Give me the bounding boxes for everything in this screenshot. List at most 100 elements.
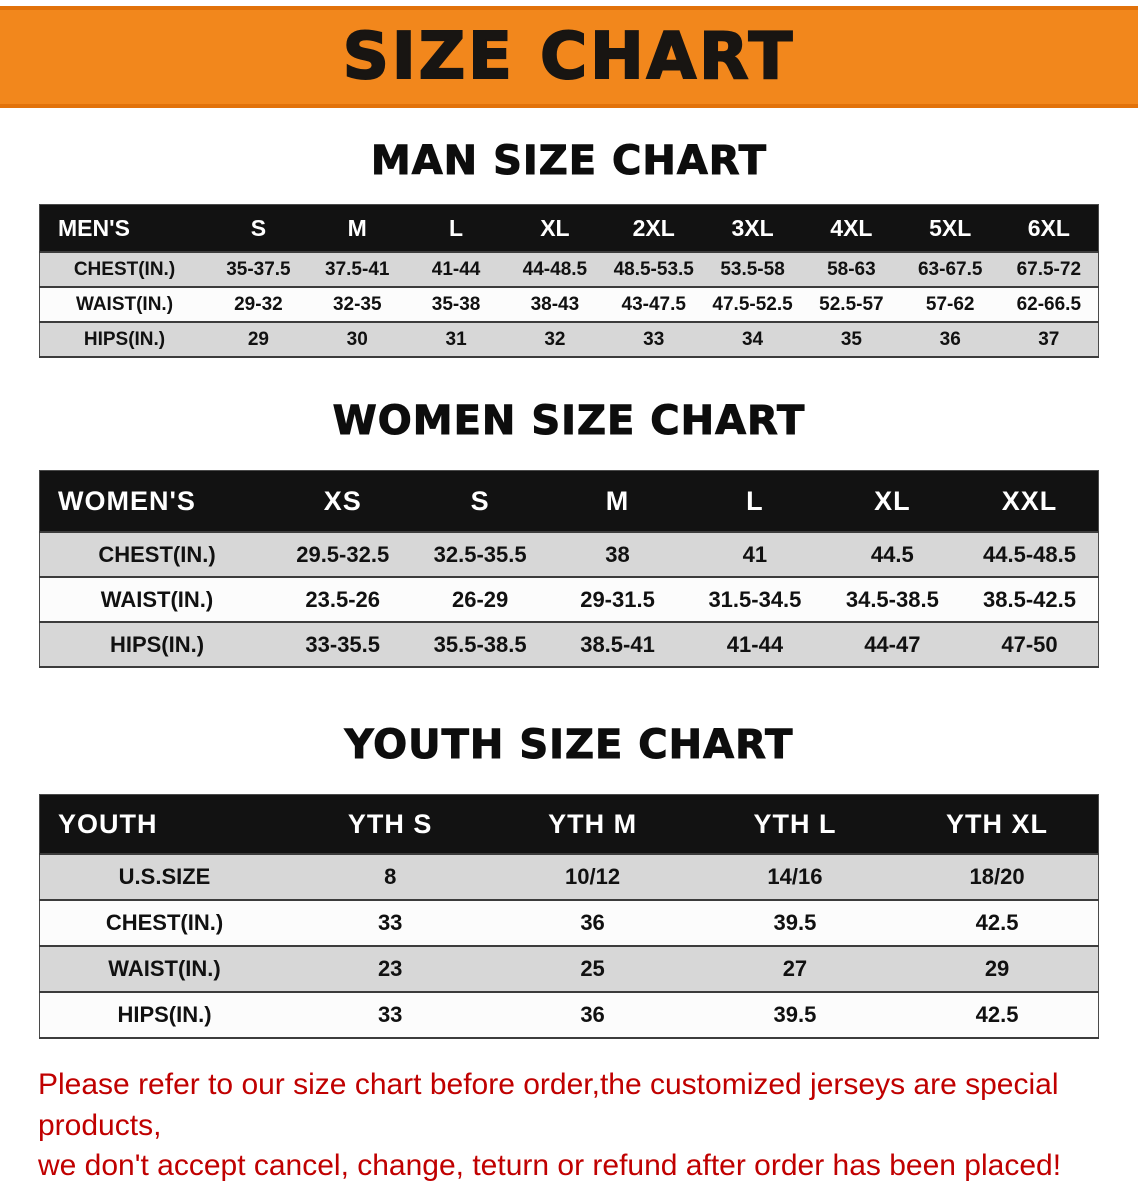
size-column-header: 5XL	[900, 204, 1000, 252]
size-value-cell: 47-50	[1001, 631, 1058, 657]
table-row: U.S.SIZE 8 10/12 14/16 18/20	[39, 854, 1099, 900]
size-value-cell: 48.5-53.5	[613, 258, 694, 280]
youth-size-table: YOUTH YTH S YTH M YTH L YTH XL U.S.SIZE 8 10/12…	[39, 794, 1099, 1039]
size-value-cell: 39.5	[773, 910, 817, 935]
size-value-cell: 32	[544, 328, 566, 350]
table-row: CHEST(IN.) 33 36 39.5 42.5	[39, 900, 1099, 946]
row-label: WAIST(IN.)	[108, 956, 221, 981]
size-value-cell: 31.5-34.5	[708, 586, 802, 612]
row-label: CHEST(IN.)	[98, 541, 216, 567]
size-column-header: 6XL	[999, 204, 1099, 252]
size-value-cell: 32-35	[332, 293, 382, 315]
size-value-cell: 8	[384, 864, 397, 889]
table-row: HIPS(IN.) 33-35.5 35.5-38.5 38.5-41 41-44 44-…	[39, 622, 1099, 667]
table-header-row: WOMEN'S XS S M L XL XXL	[39, 470, 1099, 532]
table-row: CHEST(IN.) 29.5-32.5 32.5-35.5 38 41 44.5 44.5…	[39, 532, 1099, 577]
size-value-cell: 42.5	[975, 1002, 1019, 1027]
size-value-cell: 67.5-72	[1016, 258, 1082, 280]
table-header-row: YOUTH YTH S YTH M YTH L YTH XL	[39, 794, 1099, 854]
table-header-row: MEN'S S M L XL 2XL 3XL 4XL 5XL 6XL	[39, 204, 1099, 252]
youth-size-chart-heading: YOUTH SIZE CHART	[344, 722, 794, 769]
note-line-1: Please refer to our size chart before or…	[38, 1068, 1059, 1142]
table-row: WAIST(IN.) 29-32 32-35 35-38 38-43 43-47.5 47.…	[39, 287, 1099, 322]
size-value-cell: 37.5-41	[325, 258, 390, 280]
size-value-cell: 44-48.5	[522, 258, 588, 280]
size-value-cell: 38-43	[530, 293, 580, 315]
size-value-cell: 23.5-26	[305, 586, 381, 612]
size-column-header: 2XL	[604, 204, 704, 252]
size-column-header: L	[686, 470, 824, 532]
size-value-cell: 52.5-57	[819, 293, 884, 315]
row-label: WAIST(IN.)	[75, 293, 174, 315]
size-value-cell: 58-63	[827, 258, 876, 280]
row-label: WAIST(IN.)	[100, 586, 214, 612]
banner: SIZE CHART	[0, 6, 1138, 108]
men-size-table: MEN'S S M L XL 2XL 3XL 4XL 5XL 6XL CHEST(IN.) 35-37…	[39, 204, 1099, 358]
size-value-cell: 38.5-42.5	[983, 586, 1076, 612]
size-value-cell: 33-35.5	[305, 631, 381, 657]
size-value-cell: 33	[377, 910, 403, 935]
row-label: CHEST(IN.)	[73, 258, 176, 280]
size-column-header: M	[548, 470, 687, 532]
size-value-cell: 35	[840, 328, 862, 350]
size-value-cell: 30	[346, 328, 368, 350]
table-row: HIPS(IN.) 33 36 39.5 42.5	[39, 992, 1099, 1038]
table-row: WAIST(IN.) 23.5-26 26-29 29-31.5 31.5-34.5 34…	[39, 577, 1099, 622]
size-value-cell: 44.5	[870, 541, 914, 567]
size-chart-page: SIZE CHART MAN SIZE CHART MEN'S S M L XL 2XL 3…	[0, 6, 1138, 1187]
size-value-cell: 38	[605, 541, 630, 567]
size-value-cell: 35-38	[431, 293, 481, 315]
size-value-cell: 57-62	[925, 293, 975, 315]
note-line-2: we don't accept cancel, change, teturn o…	[38, 1149, 1062, 1182]
size-value-cell: 36	[580, 1002, 605, 1027]
size-value-cell: 29	[984, 956, 1010, 981]
size-value-cell: 33	[643, 328, 665, 350]
size-value-cell: 31	[445, 328, 467, 350]
size-value-cell: 18/20	[969, 864, 1025, 889]
size-value-cell: 29.5-32.5	[296, 541, 390, 567]
size-value-cell: 36	[580, 910, 605, 935]
size-value-cell: 25	[580, 956, 605, 981]
size-value-cell: 35-37.5	[226, 258, 291, 280]
table-row: CHEST(IN.) 35-37.5 37.5-41 41-44 44-48.5 48.5…	[39, 252, 1099, 287]
size-value-cell: 37	[1038, 328, 1060, 350]
size-value-cell: 38.5-41	[580, 631, 655, 657]
size-column-header: YTH XL	[896, 794, 1099, 854]
size-value-cell: 41-44	[431, 258, 481, 280]
size-column-header: XL	[823, 470, 962, 532]
footer-note: Please refer to our size chart before or…	[38, 1065, 1100, 1187]
size-value-cell: 39.5	[773, 1002, 817, 1027]
row-label: HIPS(IN.)	[83, 328, 166, 350]
row-label: HIPS(IN.)	[109, 631, 205, 657]
size-column-header: 3XL	[703, 204, 802, 252]
section-women: WOMEN SIZE CHART WOMEN'S XS S M L XL XXL CHEST(…	[0, 398, 1138, 668]
size-value-cell: 53.5-58	[720, 258, 785, 280]
page-title: SIZE CHART	[342, 19, 796, 95]
size-column-header: YTH L	[693, 794, 897, 854]
table-title-cell: MEN'S	[39, 204, 209, 252]
size-column-header: XS	[274, 470, 412, 532]
size-value-cell: 62-66.5	[1016, 293, 1082, 315]
size-value-cell: 33	[377, 1002, 403, 1027]
size-value-cell: 23	[377, 956, 403, 981]
size-column-header: YTH M	[491, 794, 694, 854]
size-value-cell: 29-32	[234, 293, 283, 315]
table-title-cell: YOUTH	[39, 794, 289, 854]
size-column-header: XL	[505, 204, 605, 252]
size-column-header: L	[406, 204, 506, 252]
size-value-cell: 29-31.5	[580, 586, 655, 612]
size-value-cell: 14/16	[767, 864, 823, 889]
size-value-cell: 41-44	[726, 631, 784, 657]
section-youth: YOUTH SIZE CHART YOUTH YTH S YTH M YTH L YTH…	[0, 722, 1138, 1039]
size-value-cell: 63-67.5	[917, 258, 983, 280]
row-label: CHEST(IN.)	[105, 910, 224, 935]
size-value-cell: 26-29	[451, 586, 509, 612]
size-value-cell: 43-47.5	[621, 293, 686, 315]
size-value-cell: 29	[247, 328, 269, 350]
size-column-header: 4XL	[801, 204, 901, 252]
size-value-cell: 34	[741, 328, 764, 350]
size-value-cell: 27	[782, 956, 808, 981]
size-value-cell: 10/12	[565, 864, 621, 889]
size-value-cell: 35.5-38.5	[433, 631, 527, 657]
size-column-header: S	[209, 204, 308, 252]
